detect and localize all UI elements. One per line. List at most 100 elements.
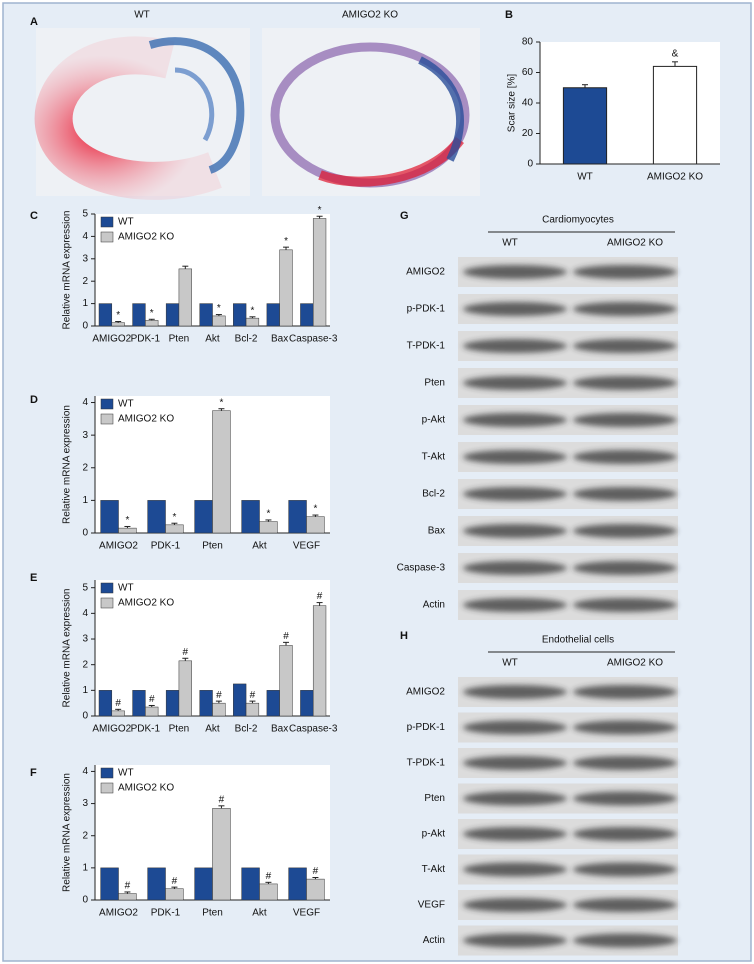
blot-band [573, 720, 677, 735]
significance-mark: # [125, 881, 131, 892]
row-label: T-PDK-1 [407, 341, 446, 352]
significance-mark: * [217, 303, 221, 314]
significance-mark: # [149, 694, 155, 705]
legend-swatch [100, 767, 114, 779]
y-tick-label: 2 [82, 659, 88, 670]
legend-label: WT [118, 768, 134, 779]
blot-band [463, 561, 567, 575]
x-tick-label: PDK-1 [131, 724, 161, 735]
blot-band [463, 862, 567, 877]
bar [306, 516, 325, 534]
bar [165, 524, 184, 534]
bar [288, 867, 307, 901]
bar [178, 268, 192, 327]
legend-swatch [100, 216, 114, 228]
blot-band [573, 487, 677, 501]
bar [245, 317, 260, 327]
significance-mark: * [125, 515, 129, 526]
x-tick-label: WT [577, 172, 593, 183]
blot-band [573, 598, 677, 612]
row-label: Actin [423, 600, 445, 611]
bar [194, 500, 213, 534]
legend-label: AMIGO2 KO [118, 598, 174, 609]
significance-mark: * [150, 308, 154, 319]
x-tick-label: AMIGO2 [92, 724, 131, 735]
bar [132, 303, 146, 327]
legend-label: WT [118, 583, 134, 594]
legend-swatch [100, 597, 114, 609]
row-label: AMIGO2 [406, 687, 445, 698]
y-tick-label: 0 [82, 321, 88, 332]
blot-band [463, 487, 567, 501]
significance-mark: * [284, 236, 288, 247]
column-label: WT [502, 238, 518, 249]
significance-mark: * [266, 509, 270, 520]
significance-mark: # [266, 871, 272, 882]
bar [266, 303, 280, 327]
row-label: VEGF [418, 900, 445, 911]
bar [233, 303, 247, 327]
x-tick-label: AMIGO2 [99, 541, 138, 552]
blot-band [573, 376, 677, 390]
y-tick-label: 40 [522, 98, 534, 109]
bar [132, 690, 146, 717]
x-tick-label: AMIGO2 KO [647, 172, 703, 183]
blot-band [463, 265, 567, 279]
bar [118, 527, 137, 534]
row-label: p-PDK-1 [407, 722, 446, 733]
x-tick-label: VEGF [293, 908, 320, 919]
x-tick-label: Bcl-2 [235, 724, 258, 735]
x-tick-label: Akt [252, 908, 267, 919]
x-tick-label: Akt [252, 541, 267, 552]
row-label: T-Akt [422, 864, 446, 875]
legend-swatch [100, 413, 114, 425]
significance-mark: * [116, 310, 120, 321]
row-label: T-Akt [422, 452, 446, 463]
row-label: p-Akt [422, 829, 446, 840]
y-tick-label: 1 [82, 862, 88, 873]
bar [266, 690, 280, 717]
bar [279, 645, 293, 717]
legend-swatch [100, 231, 114, 243]
legend-label: AMIGO2 KO [118, 783, 174, 794]
blot-band [573, 791, 677, 806]
x-tick-label: Akt [205, 724, 220, 735]
blot-band [463, 756, 567, 770]
x-tick-label: Caspase-3 [289, 334, 338, 345]
blot-band [573, 862, 677, 877]
panel-label: D [30, 394, 38, 406]
bar [199, 690, 213, 717]
blot-band [463, 339, 567, 353]
bar [259, 883, 278, 901]
blot-band [463, 685, 567, 699]
blot-title: Endothelial cells [542, 635, 614, 646]
x-tick-label: Pten [202, 541, 223, 552]
y-tick-label: 80 [522, 37, 534, 48]
y-tick-label: 4 [82, 397, 88, 408]
x-tick-label: AMIGO2 [92, 334, 131, 345]
bar [562, 87, 608, 165]
x-tick-label: Akt [205, 334, 220, 345]
y-tick-label: 3 [82, 430, 88, 441]
blot-band [573, 685, 677, 699]
blot-band [463, 827, 567, 841]
y-axis-label: Relative mRNA expression [62, 773, 73, 892]
significance-mark: # [219, 794, 225, 805]
x-tick-label: Pten [169, 724, 190, 735]
bar [147, 867, 166, 901]
blot-band [463, 791, 567, 806]
x-tick-label: Pten [202, 908, 223, 919]
legend-label: WT [118, 217, 134, 228]
bar [212, 702, 226, 717]
column-label: WT [502, 658, 518, 669]
significance-mark: * [318, 205, 322, 216]
y-tick-label: 1 [82, 298, 88, 309]
bar [178, 660, 192, 717]
row-label: Actin [423, 935, 445, 946]
blot-band [463, 720, 567, 735]
bar [279, 249, 293, 327]
bar [245, 702, 260, 717]
blot-title: Cardiomyocytes [542, 215, 614, 226]
legend-label: AMIGO2 KO [118, 232, 174, 243]
blots: G Cardiomyocytes WT AMIGO2 KO AMIGO2 p-PDK-1 T… [397, 210, 678, 956]
